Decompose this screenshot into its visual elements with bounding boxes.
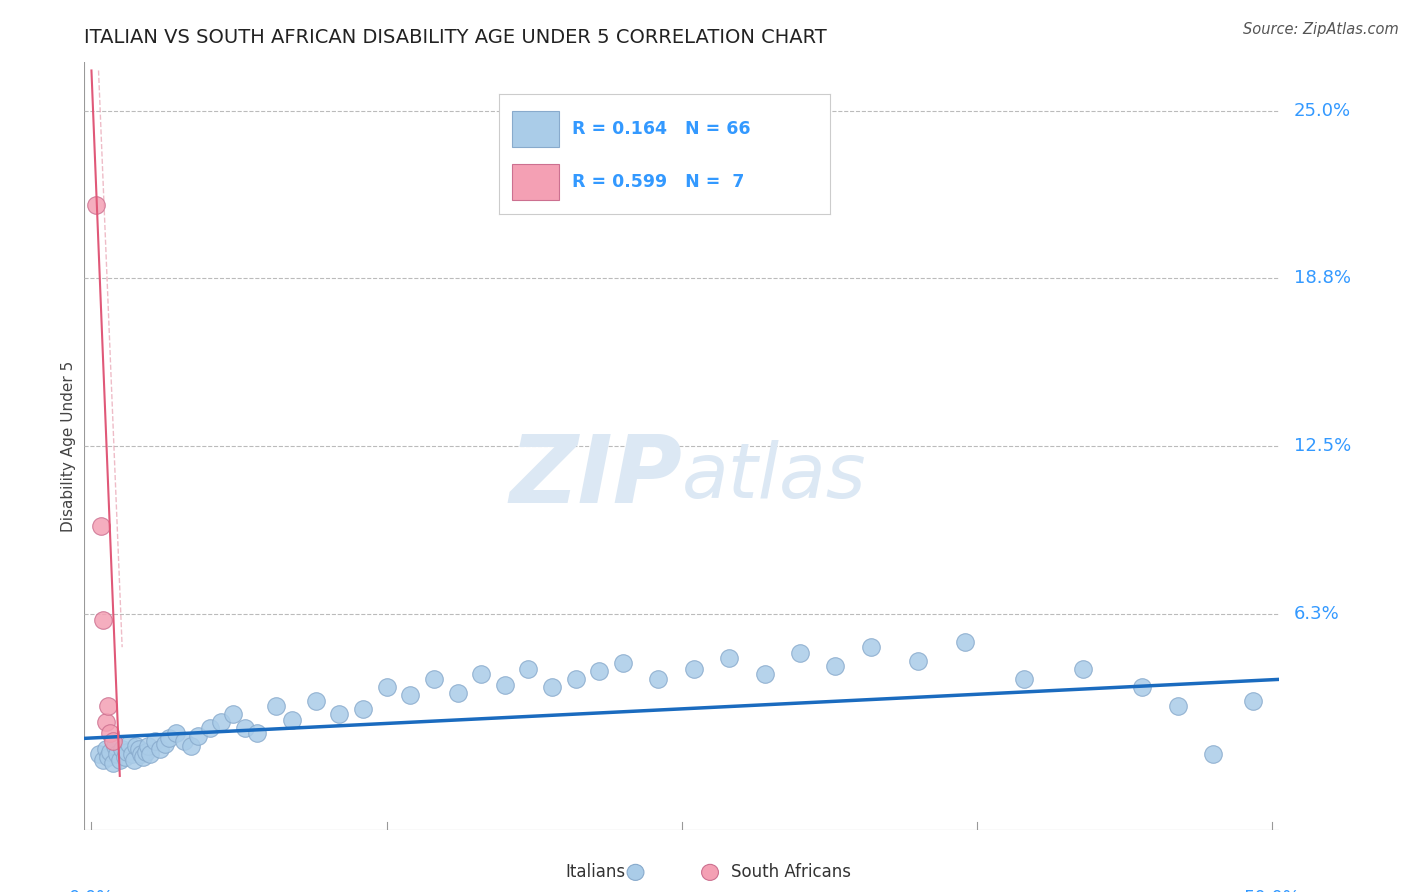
- Text: 25.0%: 25.0%: [1294, 102, 1351, 120]
- Text: R = 0.599   N =  7: R = 0.599 N = 7: [572, 172, 744, 191]
- Point: [1167, 699, 1189, 714]
- Point: [91, 613, 114, 627]
- Point: [125, 739, 148, 754]
- Point: [1243, 694, 1265, 708]
- Point: [246, 726, 269, 740]
- Point: [352, 702, 374, 716]
- Point: [423, 673, 446, 687]
- Point: [588, 665, 610, 679]
- Point: [97, 699, 120, 714]
- Point: [264, 699, 287, 714]
- Point: [517, 662, 540, 676]
- Text: ITALIAN VS SOUTH AFRICAN DISABILITY AGE UNDER 5 CORRELATION CHART: ITALIAN VS SOUTH AFRICAN DISABILITY AGE …: [84, 28, 827, 47]
- Text: 6.3%: 6.3%: [1294, 605, 1340, 623]
- Point: [128, 742, 150, 756]
- Point: [446, 686, 468, 700]
- Point: [94, 742, 117, 756]
- Point: [187, 729, 209, 743]
- Text: 18.8%: 18.8%: [1294, 269, 1351, 287]
- Point: [1073, 662, 1095, 676]
- Y-axis label: Disability Age Under 5: Disability Age Under 5: [60, 360, 76, 532]
- Text: 12.5%: 12.5%: [1294, 437, 1351, 455]
- Point: [84, 197, 107, 211]
- Point: [1014, 673, 1036, 687]
- Point: [90, 519, 112, 533]
- Point: [470, 667, 492, 681]
- Point: [494, 678, 516, 692]
- Text: 0.0%: 0.0%: [69, 888, 114, 892]
- Point: [222, 707, 245, 722]
- Point: [1202, 747, 1225, 762]
- Bar: [512, 111, 558, 146]
- Point: [98, 745, 121, 759]
- Point: [118, 737, 141, 751]
- Point: [101, 734, 124, 748]
- Point: [132, 750, 155, 764]
- Point: [180, 739, 202, 754]
- Point: [955, 635, 977, 649]
- Point: [149, 742, 172, 756]
- Point: [399, 689, 422, 703]
- Point: [122, 753, 145, 767]
- Text: South Africans: South Africans: [731, 863, 851, 881]
- Point: [143, 734, 166, 748]
- Point: [541, 681, 564, 695]
- Point: [682, 662, 704, 676]
- Point: [328, 707, 350, 722]
- Point: [789, 646, 811, 660]
- Point: [97, 750, 120, 764]
- Point: [198, 721, 221, 735]
- Text: ZIP: ZIP: [509, 431, 682, 523]
- Point: [305, 694, 328, 708]
- Point: [233, 721, 256, 735]
- Point: [135, 745, 157, 759]
- Point: [98, 726, 121, 740]
- Text: Source: ZipAtlas.com: Source: ZipAtlas.com: [1243, 22, 1399, 37]
- Point: [87, 747, 110, 762]
- Point: [115, 745, 138, 759]
- Point: [129, 747, 152, 762]
- Point: [1132, 681, 1154, 695]
- Text: Italians: Italians: [565, 863, 626, 881]
- Point: [104, 739, 127, 754]
- Point: [114, 750, 136, 764]
- Point: [907, 654, 929, 668]
- Point: [121, 747, 143, 762]
- Point: [139, 747, 162, 762]
- Point: [718, 651, 741, 665]
- Text: 50.0%: 50.0%: [1244, 888, 1301, 892]
- Point: [647, 673, 669, 687]
- Point: [107, 747, 129, 762]
- Point: [824, 659, 846, 673]
- Point: [94, 715, 117, 730]
- Point: [173, 734, 195, 748]
- Point: [111, 742, 134, 756]
- Point: [859, 640, 882, 655]
- Text: atlas: atlas: [682, 440, 866, 514]
- Point: [612, 657, 634, 671]
- Point: [375, 681, 398, 695]
- Point: [209, 715, 232, 730]
- Point: [564, 673, 586, 687]
- Point: [157, 731, 180, 746]
- Point: [153, 737, 176, 751]
- Point: [754, 667, 776, 681]
- Bar: [512, 163, 558, 200]
- Point: [91, 753, 114, 767]
- Point: [136, 739, 159, 754]
- Point: [101, 756, 124, 770]
- Point: [166, 726, 188, 740]
- Point: [108, 753, 131, 767]
- Point: [281, 713, 304, 727]
- Text: R = 0.164   N = 66: R = 0.164 N = 66: [572, 120, 751, 137]
